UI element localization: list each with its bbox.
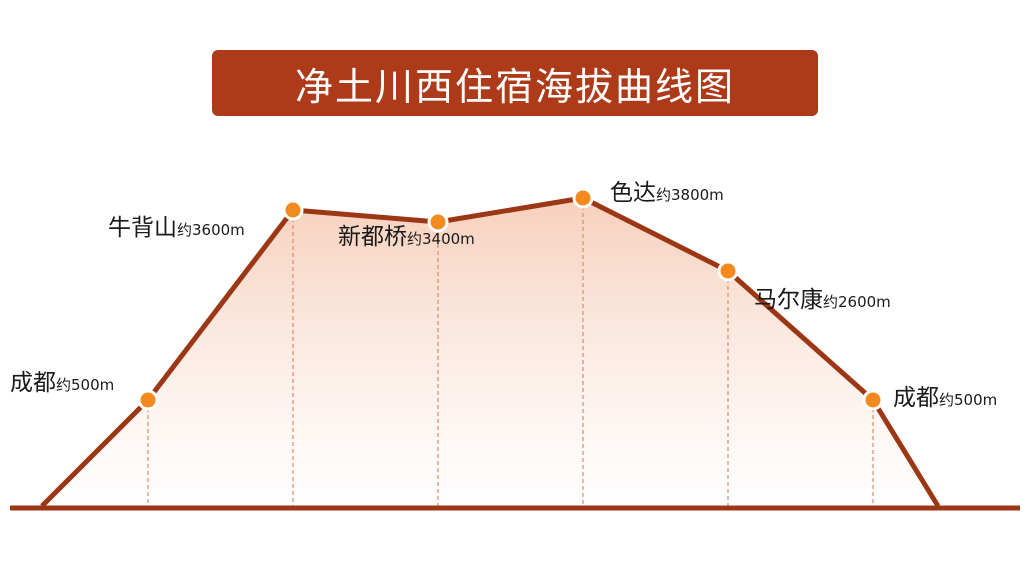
- point-label: 新都桥约3400m: [338, 224, 475, 250]
- altitude-area: [42, 198, 938, 506]
- point-altitude: 约3800m: [656, 186, 724, 204]
- point-altitude: 约2600m: [823, 293, 891, 311]
- point-marker: [572, 187, 594, 209]
- point-name: 马尔康: [754, 287, 823, 313]
- point-name: 成都: [10, 370, 56, 396]
- point-label: 色达约3800m: [610, 180, 724, 206]
- point-name: 牛背山: [108, 215, 177, 241]
- title-banner: 净土川西住宿海拔曲线图: [212, 50, 818, 116]
- point-label: 牛背山约3600m: [108, 215, 245, 241]
- point-altitude: 约3400m: [407, 230, 475, 248]
- point-marker: [862, 389, 884, 411]
- point-label: 马尔康约2600m: [754, 287, 891, 313]
- point-name: 新都桥: [338, 224, 407, 250]
- point-altitude: 约500m: [939, 391, 997, 409]
- point-altitude: 约3600m: [177, 221, 245, 239]
- point-label: 成都约500m: [893, 385, 997, 411]
- point-marker: [427, 211, 449, 233]
- chart-title: 净土川西住宿海拔曲线图: [294, 64, 735, 109]
- point-label: 成都约500m: [10, 370, 114, 396]
- point-marker: [717, 260, 739, 282]
- altitude-line: [40, 195, 941, 508]
- point-marker: [282, 199, 304, 221]
- point-name: 成都: [893, 385, 939, 411]
- point-marker: [137, 389, 159, 411]
- point-name: 色达: [610, 180, 656, 206]
- point-altitude: 约500m: [56, 376, 114, 394]
